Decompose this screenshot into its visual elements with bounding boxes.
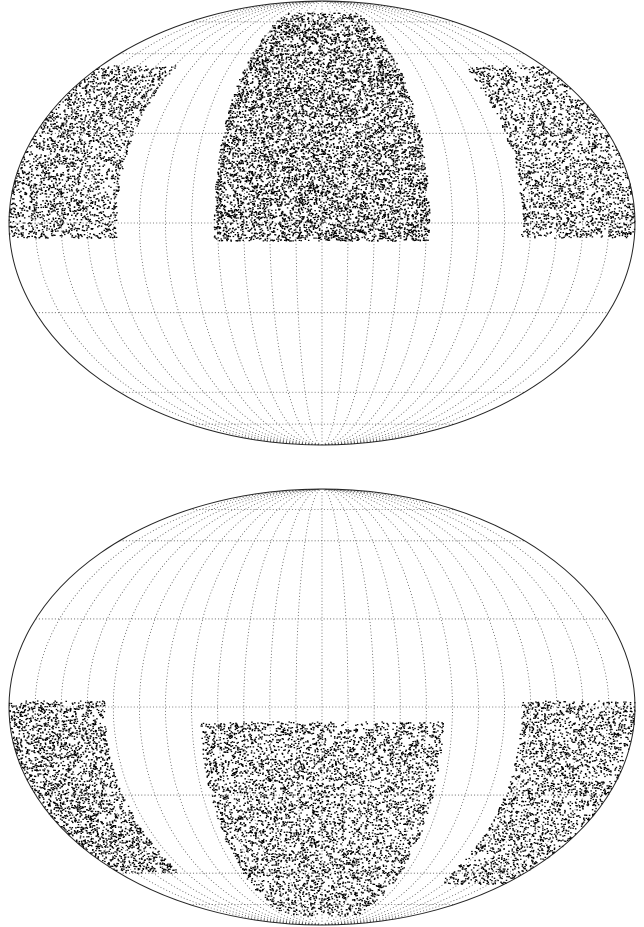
- sky-map: [8, 488, 636, 926]
- meridian: [321, 0, 427, 446]
- meridian: [34, 0, 323, 446]
- meridian: [321, 0, 532, 446]
- sky-map: [8, 0, 636, 446]
- meridian: [321, 0, 375, 446]
- map-outline: [8, 488, 636, 926]
- meridian: [60, 488, 323, 926]
- meridian: [165, 0, 323, 446]
- meridian: [321, 488, 532, 926]
- meridian: [321, 488, 610, 926]
- source-points: [8, 700, 636, 917]
- meridian: [86, 488, 323, 926]
- meridian: [60, 0, 323, 446]
- meridian: [321, 488, 375, 926]
- meridian: [86, 0, 323, 446]
- meridian: [191, 488, 323, 926]
- meridian: [243, 0, 323, 446]
- meridian: [321, 488, 453, 926]
- map-outline: [8, 0, 636, 446]
- meridian: [321, 0, 610, 446]
- meridian: [269, 488, 323, 926]
- meridian: [321, 488, 506, 926]
- meridian: [269, 0, 323, 446]
- source-points: [8, 12, 636, 242]
- meridian: [321, 0, 479, 446]
